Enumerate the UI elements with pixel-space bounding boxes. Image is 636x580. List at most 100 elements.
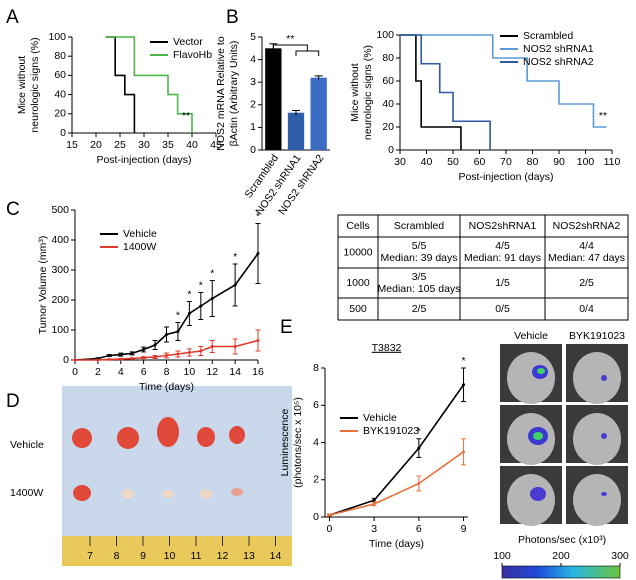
table-cell: 4/4: [579, 240, 594, 252]
tumor: [73, 485, 91, 501]
y-tick-label: 2: [313, 474, 319, 486]
panel-label: D: [6, 391, 20, 412]
panel-label: C: [6, 199, 20, 220]
point: [372, 498, 376, 502]
y-axis-label: Luminescence: [279, 408, 291, 476]
tumor: [117, 427, 139, 449]
y-tick-label: 80: [54, 50, 66, 62]
x-tick-label: 70: [500, 156, 512, 168]
tumor: [231, 488, 243, 496]
y-tick-label: 80: [382, 52, 394, 64]
point: [107, 354, 111, 357]
table-cell: 2/5: [412, 303, 427, 315]
ruler-label: 8: [114, 550, 120, 562]
significance: **: [599, 110, 607, 122]
significance: *: [417, 426, 421, 438]
point: [327, 513, 331, 517]
table-header: Scrambled: [394, 220, 444, 232]
y-axis-label: βActin (Arbitrary Units): [228, 41, 240, 147]
significance: *: [461, 355, 465, 367]
table-header: NOS2shRNA2: [553, 220, 621, 232]
table-cell: 1/5: [495, 277, 510, 289]
point: [130, 351, 134, 355]
x-tick-label: 40: [421, 156, 433, 168]
x-tick-label: 3: [371, 523, 377, 535]
legend-label: Scrambled: [523, 30, 573, 42]
x-tick-label: 90: [553, 156, 565, 168]
x-tick-label: 25: [114, 139, 126, 151]
bar: [265, 48, 282, 150]
y-tick-label: 60: [382, 75, 394, 87]
y-tick-label: 100: [48, 31, 66, 43]
table-cell: Median: 39 days: [380, 252, 457, 264]
point: [199, 349, 203, 353]
y-tick-label: 0: [388, 144, 394, 156]
tumor: [72, 428, 92, 448]
signal: [601, 433, 607, 439]
panel-label: E: [280, 317, 293, 338]
x-tick-label: 30: [138, 139, 150, 151]
tumor: [197, 427, 215, 447]
x-axis-label: Post-injection (days): [458, 171, 553, 183]
y-tick-label: 6: [313, 399, 319, 411]
series-line: [329, 451, 464, 516]
significance: **: [286, 33, 294, 45]
legend-label: Vector: [173, 36, 203, 48]
tumor: [122, 489, 134, 499]
ruler-label: 12: [217, 550, 229, 562]
y-tick-label: 4: [313, 436, 319, 448]
y-tick-label: 2: [250, 99, 256, 111]
x-tick-label: 15: [66, 139, 78, 151]
signal: [601, 375, 607, 381]
colorbar: [501, 565, 621, 579]
point: [165, 354, 168, 357]
bar: [287, 112, 305, 150]
legend-label: 1400W: [123, 241, 156, 253]
point: [73, 358, 77, 362]
point: [153, 355, 157, 359]
table-cell: 500: [349, 303, 367, 315]
point: [372, 502, 376, 506]
table-cell: 10000: [343, 246, 372, 258]
row-label: 1400W: [10, 487, 43, 499]
ruler-label: 11: [191, 550, 202, 562]
x-tick-label: 16: [252, 366, 264, 378]
x-tick-label: 20: [90, 139, 102, 151]
table-cell: 2/5: [579, 277, 594, 289]
tumor: [200, 489, 212, 499]
x-axis-label: Time (days): [369, 538, 424, 550]
point: [187, 312, 191, 315]
signal: [537, 368, 545, 374]
y-tick-label: 4: [250, 53, 256, 65]
x-tick-label: 100: [577, 156, 595, 168]
series-line: [74, 253, 259, 361]
y-tick-label: 0: [60, 127, 66, 139]
survival-curve: [105, 36, 136, 133]
legend-label: Vehicle: [363, 412, 397, 424]
point: [142, 348, 146, 351]
ruler-label: 10: [164, 550, 176, 562]
significance: *: [210, 267, 214, 279]
significance-bracket: [272, 44, 320, 56]
x-tick-label: 0: [72, 366, 78, 378]
y-tick-label: 60: [54, 69, 66, 81]
x-tick-label: 12: [206, 366, 218, 378]
mouse: [573, 413, 621, 465]
tumor: [157, 417, 179, 447]
legend-label: BYK191023: [363, 425, 419, 437]
point: [462, 383, 466, 387]
y-tick-label: 200: [51, 294, 69, 306]
table-header: Cells: [346, 220, 369, 232]
y-axis-label: (photons/sec x 10⁵): [292, 397, 304, 488]
panel-label: A: [6, 7, 19, 28]
ruler-label: 14: [270, 550, 282, 562]
ruler-label: 13: [243, 550, 255, 562]
colorbar-tick-label: 200: [552, 550, 570, 562]
y-tick-label: 5: [250, 31, 256, 43]
significance: **: [182, 110, 190, 122]
y-tick-label: 1: [250, 121, 256, 133]
series-line: [329, 384, 465, 516]
x-tick-label: 35: [162, 139, 174, 151]
legend-label: Vehicle: [123, 228, 157, 240]
point: [176, 330, 180, 333]
